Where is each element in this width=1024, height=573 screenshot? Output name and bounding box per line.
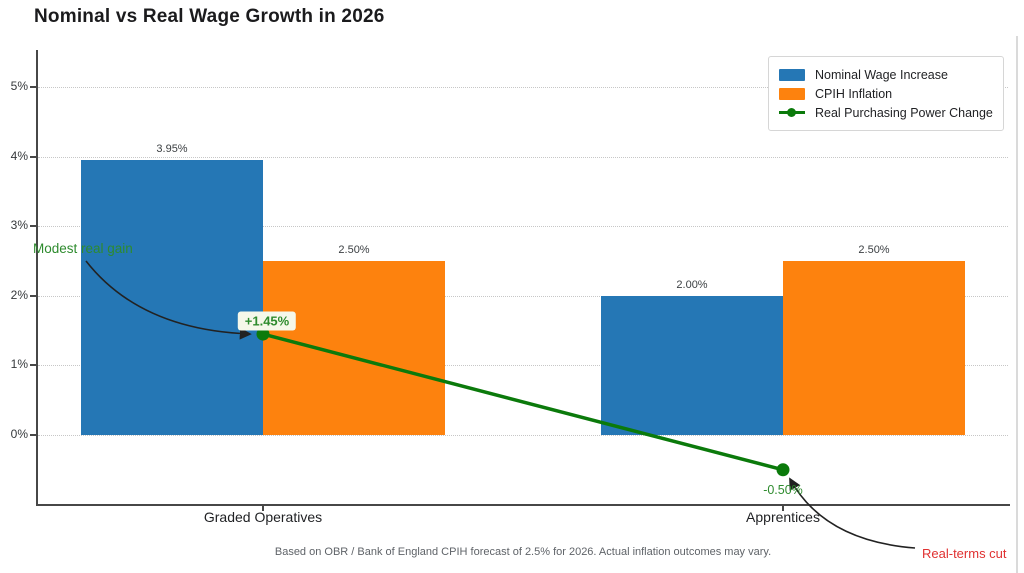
y-tick bbox=[30, 86, 36, 88]
annotation-modest-real-gain: Modest real gain bbox=[33, 241, 133, 256]
annotation-point-cut-label: -0.50% bbox=[763, 483, 803, 497]
bar-nominal bbox=[601, 295, 783, 435]
line-point-dot bbox=[776, 463, 790, 477]
legend-swatch-nominal-icon bbox=[779, 68, 805, 81]
bar-value-label: 3.95% bbox=[156, 143, 188, 156]
bar-inflation bbox=[263, 261, 445, 435]
y-axis-spine bbox=[36, 50, 38, 506]
legend-item-label: Nominal Wage Increase bbox=[815, 67, 948, 82]
bar-inflation bbox=[783, 261, 965, 435]
legend-swatch-cpih-icon bbox=[779, 87, 805, 100]
y-tick bbox=[30, 294, 36, 297]
y-tick-label: 3% bbox=[10, 218, 28, 233]
gridline bbox=[38, 226, 1008, 228]
x-axis-spine bbox=[36, 504, 1010, 506]
x-tick bbox=[782, 506, 784, 511]
legend-line-marker bbox=[787, 108, 796, 117]
bar-value-label: 2.00% bbox=[676, 278, 708, 291]
y-tick bbox=[30, 434, 36, 436]
y-tick bbox=[30, 155, 36, 158]
legend-item: Real Purchasing Power Change bbox=[779, 103, 993, 122]
gridline bbox=[38, 435, 1008, 436]
x-axis-label: Graded Operatives bbox=[203, 509, 323, 525]
y-tick-label: 5% bbox=[10, 79, 28, 93]
y-tick bbox=[30, 225, 36, 228]
legend-line-dot-icon bbox=[779, 106, 805, 119]
y-tick-label: 1% bbox=[10, 357, 28, 372]
y-tick-label: 4% bbox=[10, 148, 28, 163]
x-axis-label: Apprentices bbox=[746, 509, 820, 525]
bar-value-label: 2.50% bbox=[858, 244, 890, 256]
annotation-point-gain-label: +1.45% bbox=[237, 311, 297, 331]
legend-item: Nominal Wage Increase bbox=[779, 65, 993, 84]
gridline bbox=[38, 87, 1008, 88]
gridline bbox=[38, 156, 1008, 158]
legend-item-label: CPIH Inflation bbox=[815, 86, 893, 101]
bar-nominal bbox=[81, 160, 263, 435]
chart-footnote: Based on OBR / Bank of England CPIH fore… bbox=[274, 546, 772, 558]
legend-item: CPIH Inflation bbox=[779, 84, 993, 103]
annotation-real-terms-cut: Real-terms cut bbox=[922, 546, 1007, 561]
y-tick-label: 0% bbox=[10, 427, 28, 441]
legend: Nominal Wage Increase CPIH Inflation Real … bbox=[768, 56, 1004, 131]
gridline bbox=[38, 295, 1008, 297]
x-tick bbox=[262, 506, 264, 511]
bar-value-label: 2.50% bbox=[338, 244, 370, 256]
screen-edge-artifact bbox=[1016, 36, 1018, 573]
legend-item-label: Real Purchasing Power Change bbox=[815, 105, 993, 120]
y-tick-label: 2% bbox=[10, 287, 28, 302]
chart-title: Nominal vs Real Wage Growth in 2026 bbox=[34, 6, 385, 27]
y-tick bbox=[30, 364, 36, 367]
